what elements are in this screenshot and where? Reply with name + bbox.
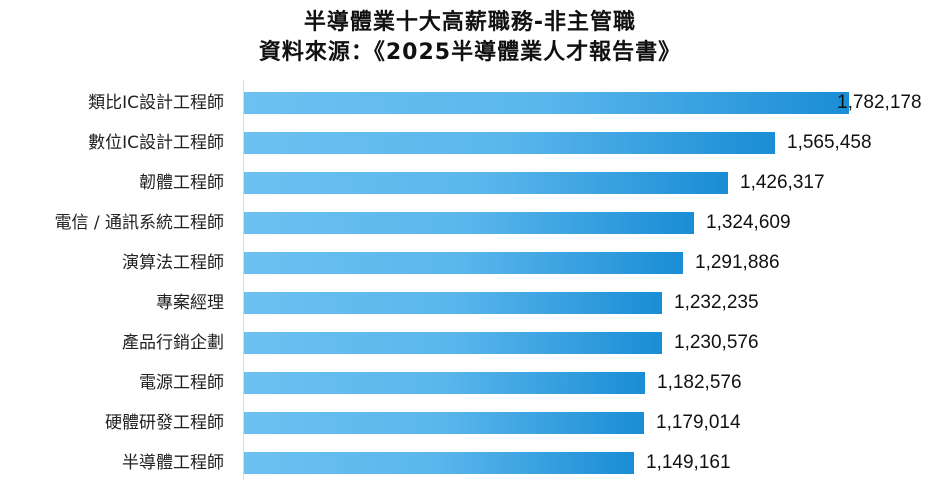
value-label: 1,230,576 <box>674 332 759 353</box>
bar-row: 專案經理 1,232,235 <box>0 283 940 323</box>
bar <box>244 412 644 434</box>
bar-row: 半導體工程師 1,149,161 <box>0 443 940 483</box>
value-label: 1,324,609 <box>706 212 791 233</box>
value-label: 1,179,014 <box>656 412 741 433</box>
category-label: 專案經理 <box>156 293 224 313</box>
bar <box>244 252 683 274</box>
category-label: 韌體工程師 <box>139 173 224 193</box>
bar <box>244 332 662 354</box>
bar-row: 電源工程師 1,182,576 <box>0 363 940 403</box>
bar-row: 電信 / 通訊系統工程師 1,324,609 <box>0 203 940 243</box>
bar-row: 類比IC設計工程師 1,782,178 <box>0 83 940 123</box>
category-label: 產品行銷企劃 <box>122 333 224 353</box>
value-label: 1,232,235 <box>674 292 759 313</box>
value-label: 1,565,458 <box>787 132 872 153</box>
category-label: 數位IC設計工程師 <box>88 133 224 153</box>
value-label: 1,426,317 <box>740 172 825 193</box>
value-label: 1,782,178 <box>837 92 922 113</box>
bar <box>244 292 662 314</box>
bar-row: 產品行銷企劃 1,230,576 <box>0 323 940 363</box>
category-label: 類比IC設計工程師 <box>88 93 224 113</box>
category-label: 半導體工程師 <box>122 453 224 473</box>
value-label: 1,291,886 <box>695 252 780 273</box>
bar-row: 演算法工程師 1,291,886 <box>0 243 940 283</box>
value-label: 1,149,161 <box>646 452 731 473</box>
bar-row: 韌體工程師 1,426,317 <box>0 163 940 203</box>
bar <box>244 172 728 194</box>
bar <box>244 452 634 474</box>
bar-row: 數位IC設計工程師 1,565,458 <box>0 123 940 163</box>
chart-subtitle: 資料來源：《2025半導體業人才報告書》 <box>258 40 682 65</box>
chart-title: 半導體業十大高薪職務-非主管職 <box>303 10 637 35</box>
bar <box>244 132 775 154</box>
category-label: 硬體研發工程師 <box>105 413 224 433</box>
category-label: 電信 / 通訊系統工程師 <box>54 213 224 233</box>
value-label: 1,182,576 <box>657 372 742 393</box>
bar <box>244 372 645 394</box>
category-axis-line <box>243 80 244 480</box>
bar-row: 硬體研發工程師 1,179,014 <box>0 403 940 443</box>
category-label: 電源工程師 <box>139 373 224 393</box>
bar <box>244 92 849 114</box>
bar <box>244 212 694 234</box>
category-label: 演算法工程師 <box>122 253 224 273</box>
